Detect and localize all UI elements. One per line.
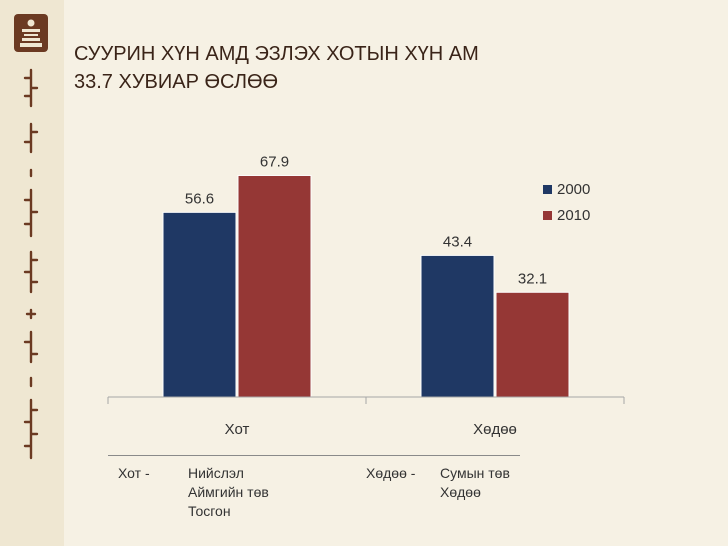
hot-item-village: Тосгон <box>188 503 231 519</box>
legend-swatch-2010 <box>543 210 552 220</box>
hodoo-item-rural: Хөдөө <box>440 484 481 500</box>
hot-item-aimag-center: Аймгийн төв <box>188 484 269 500</box>
sidebar-decoration <box>0 0 64 546</box>
bar-2000-2 <box>420 254 495 398</box>
hodoo-definition-list: Сумын төв Хөдөө <box>440 464 510 502</box>
bar-2000-1 <box>162 211 237 398</box>
hodoo-definition-label: Хөдөө - <box>366 465 416 481</box>
mongolian-script-icon <box>23 68 39 460</box>
data-label-2010-2: 32.1 <box>518 270 547 287</box>
x-axis-ticks <box>107 397 625 404</box>
title-line-1: СУУРИН ХҮН АМД ЭЗЛЭХ ХОТЫН ХҮН АМ <box>74 43 479 65</box>
soyombo-emblem-icon <box>14 14 48 52</box>
data-label-2000-1: 56.6 <box>185 190 214 207</box>
hodoo-item-sum-center: Сумын төв <box>440 465 510 481</box>
category-label-2: Хөдөө <box>473 421 517 438</box>
hot-definition-list: Нийслэл Аймгийн төв Тосгон <box>188 464 269 521</box>
legend-label-2010: 2010 <box>557 206 591 224</box>
hot-definition-label: Хот - <box>118 465 150 481</box>
legend-item-2010: 2010 <box>543 202 590 228</box>
legend-item-2000: 2000 <box>543 176 590 202</box>
hot-item-capital: Нийслэл <box>188 465 244 481</box>
data-label-2000-2: 43.4 <box>443 233 472 250</box>
legend-swatch-2000 <box>543 184 552 194</box>
data-labels-group: 56.6 67.9 43.4 32.1 <box>185 153 547 287</box>
legend-label-2000: 2000 <box>557 180 591 198</box>
title-line-2: 33.7 ХУВИАР ӨСЛӨӨ <box>74 71 279 93</box>
data-label-2010-1: 67.9 <box>260 153 289 170</box>
category-labels-group: Хот Хөдөө <box>225 421 517 438</box>
bar-2010-2 <box>495 291 570 398</box>
category-label-1: Хот <box>225 421 250 438</box>
bars-group <box>162 174 570 398</box>
category-definitions: Хот - Нийслэл Аймгийн төв Тосгон Хөдөө -… <box>108 455 520 519</box>
page-title: СУУРИН ХҮН АМД ЭЗЛЭХ ХОТЫН ХҮН АМ 33.7 Х… <box>74 40 479 96</box>
bar-2010-1 <box>237 174 312 398</box>
legend: 2000 2010 <box>543 176 590 228</box>
